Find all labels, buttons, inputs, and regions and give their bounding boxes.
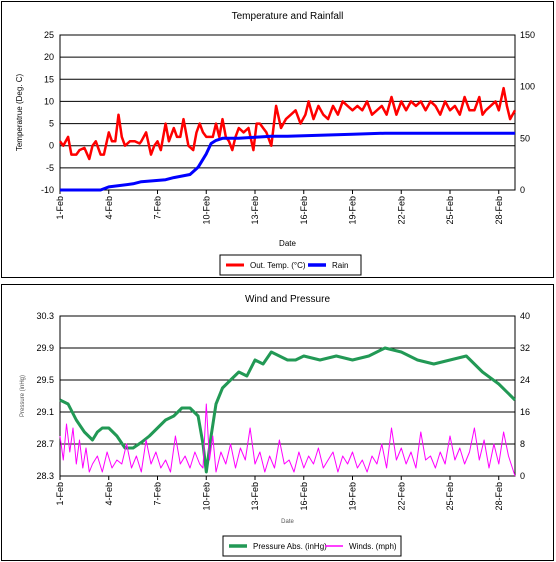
- x-tick-label: 7-Feb: [153, 482, 163, 506]
- legend-label: Pressure Abs. (inHg): [253, 542, 327, 551]
- temperature-rainfall-panel: Temperature and Rainfall 25 20 15 10 5 0 -5 -10 1…: [1, 1, 554, 278]
- plot-area: [59, 34, 516, 191]
- y2-tick-label: 16: [520, 407, 530, 417]
- x-tick-label: 28-Feb: [494, 196, 504, 225]
- x-tick-label: 16-Feb: [299, 482, 309, 511]
- series-line-0: [59, 346, 517, 474]
- y-tick-label: 28.7: [36, 439, 54, 449]
- y-axis-title: Pressure (inHg): [20, 375, 26, 417]
- y-tick-label: 25: [44, 30, 54, 40]
- y-tick-label: 30.3: [36, 311, 54, 321]
- y-axis-title: Temperatrue (Deg. C): [15, 73, 24, 151]
- x-tick-label: 22-Feb: [396, 196, 406, 225]
- chart-title: Wind and Pressure: [245, 294, 330, 305]
- y2-tick-label: 0: [520, 185, 525, 195]
- legend-box: [219, 254, 362, 276]
- y2-tick-label: 8: [520, 439, 525, 449]
- y2-tick-label: 32: [520, 343, 530, 353]
- y2-tick-label: 24: [520, 375, 530, 385]
- y-tick-label: 29.1: [36, 407, 54, 417]
- series-line-1: [60, 131, 515, 192]
- x-tick-label: 1-Feb: [55, 482, 65, 506]
- x-tick-label: 22-Feb: [396, 482, 406, 511]
- series-line-0: [59, 86, 517, 161]
- y-tick-label: 15: [44, 74, 54, 84]
- chart-title: Temperature and Rainfall: [232, 11, 344, 22]
- y-tick-label: 0: [49, 141, 54, 151]
- y2-tick-label: 150: [520, 30, 535, 40]
- wind-pressure-panel: Wind and Pressure 30.3 29.9 29.5 29.1 28.7 28.…: [1, 284, 554, 561]
- x-tick-label: 10-Feb: [201, 196, 211, 225]
- x-axis-title: Date: [281, 519, 294, 525]
- x-tick-label: 1-Feb: [55, 196, 65, 220]
- y2-tick-label: 100: [520, 82, 535, 92]
- y-tick-label: 29.9: [36, 343, 54, 353]
- y2-tick-label: 50: [520, 133, 530, 143]
- y-tick-label: -5: [46, 163, 54, 173]
- x-tick-label: 25-Feb: [445, 196, 455, 225]
- y-tick-label: 29.5: [36, 375, 54, 385]
- legend-box: [222, 535, 402, 557]
- y2-tick-label: 40: [520, 311, 530, 321]
- x-tick-label: 10-Feb: [201, 482, 211, 511]
- x-tick-label: 16-Feb: [299, 196, 309, 225]
- series-line-1: [59, 403, 516, 477]
- y-tick-label: 28.3: [36, 471, 54, 481]
- x-tick-label: 19-Feb: [348, 196, 358, 225]
- x-tick-label: 19-Feb: [348, 482, 358, 511]
- x-tick-label: 13-Feb: [250, 196, 260, 225]
- x-tick-label: 7-Feb: [153, 196, 163, 220]
- y-tick-label: 20: [44, 52, 54, 62]
- x-axis-title: Date: [279, 239, 296, 248]
- legend-label: Winds. (mph): [349, 542, 397, 551]
- legend-label: Out. Temp. (°C): [250, 261, 306, 270]
- x-tick-label: 4-Feb: [104, 196, 114, 220]
- x-tick-label: 25-Feb: [445, 482, 455, 511]
- y-tick-label: 10: [44, 96, 54, 106]
- x-tick-label: 28-Feb: [494, 482, 504, 511]
- wind-pressure-chart: Wind and Pressure 30.3 29.9 29.5 29.1 28.7 28.…: [20, 294, 530, 557]
- y-tick-label: 5: [49, 119, 54, 129]
- legend-label: Rain: [332, 261, 348, 270]
- temperature-rainfall-chart: Temperature and Rainfall2520151050-5-101…: [15, 11, 535, 276]
- x-tick-label: 13-Feb: [250, 482, 260, 511]
- y2-tick-label: 0: [520, 471, 525, 481]
- x-tick-label: 4-Feb: [104, 482, 114, 506]
- y-tick-label: -10: [41, 185, 54, 195]
